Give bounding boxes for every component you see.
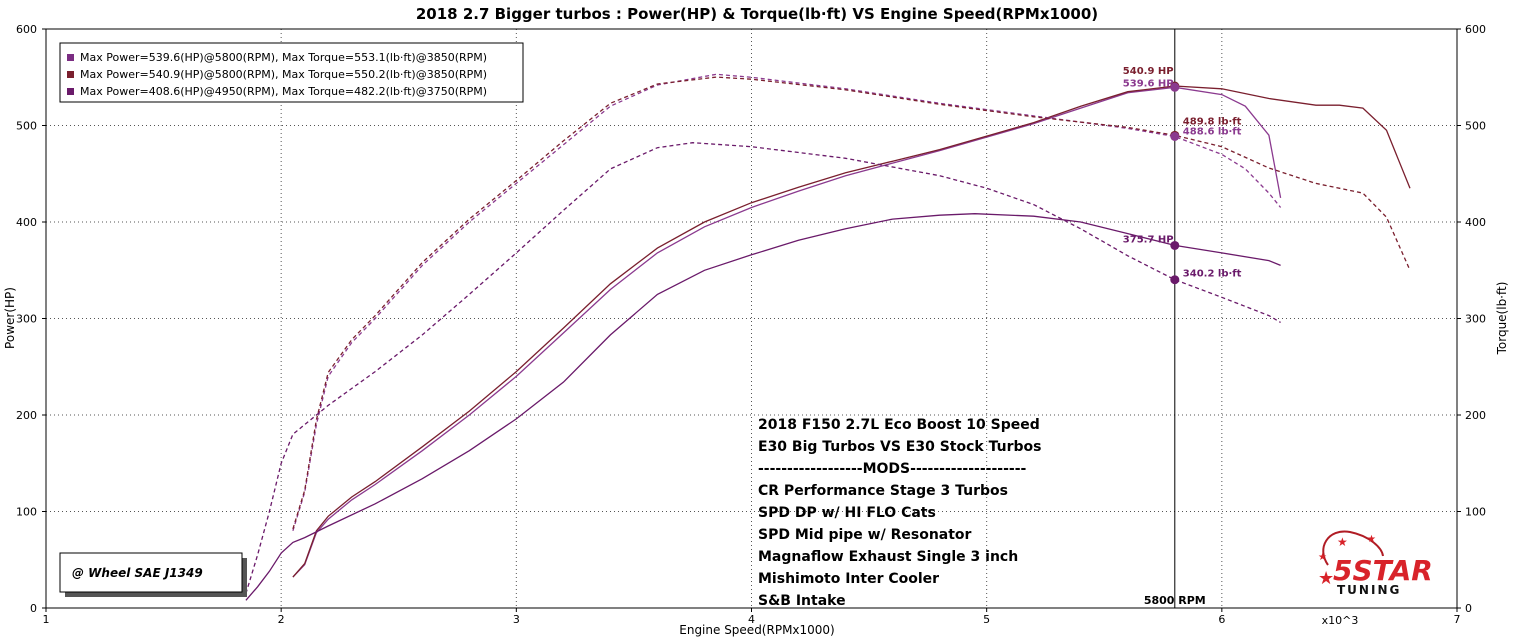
cursor-marker-dot xyxy=(1170,275,1180,285)
torque-series-line xyxy=(292,73,1282,531)
mods-annotation: 2018 F150 2.7L Eco Boost 10 Speed E30 Bi… xyxy=(758,417,1041,609)
power-series-line xyxy=(245,213,1281,601)
power-series-line xyxy=(292,85,1411,578)
logo-star-icon: ★ xyxy=(1337,535,1348,549)
correction-badge: @ Wheel SAE J1349 xyxy=(59,552,247,597)
badge-text: @ Wheel SAE J1349 xyxy=(72,566,203,580)
annotation-line: Magnaflow Exhaust Single 3 inch xyxy=(758,549,1018,565)
annotation-line: SPD DP w/ HI FLO Cats xyxy=(758,505,936,521)
y-tick-label-right: 100 xyxy=(1465,506,1486,519)
y-tick-label-right: 200 xyxy=(1465,409,1486,422)
x-tick-label: 7 xyxy=(1454,613,1461,626)
cursor-marker-dot xyxy=(1170,82,1180,92)
cursor-marker-dot xyxy=(1170,240,1180,250)
y-axis-label-right: Torque(lb·ft) xyxy=(1495,282,1509,356)
x-tick-label: 2 xyxy=(278,613,285,626)
x-tick-label: 6 xyxy=(1218,613,1225,626)
logo-wordmark: 5STAR xyxy=(1333,554,1433,587)
legend-swatch xyxy=(67,88,74,95)
logo-star-icon: ★ xyxy=(1318,552,1327,563)
y-tick-label-left: 400 xyxy=(16,216,37,229)
x-tick-label: 4 xyxy=(748,613,755,626)
y-tick-label-left: 0 xyxy=(30,602,37,615)
annotation-line: CR Performance Stage 3 Turbos xyxy=(758,483,1008,499)
legend-entry: Max Power=540.9(HP)@5800(RPM), Max Torqu… xyxy=(80,68,487,81)
annotation-line: E30 Big Turbos VS E30 Stock Turbos xyxy=(758,439,1041,455)
cursor-marker-dot xyxy=(1170,132,1180,142)
legend-entry: Max Power=408.6(HP)@4950(RPM), Max Torqu… xyxy=(80,85,487,98)
x-tick-label: 5 xyxy=(983,613,990,626)
torque-series-line xyxy=(245,142,1281,594)
y-tick-label-right: 500 xyxy=(1465,120,1486,133)
legend-box xyxy=(59,42,524,103)
cursor-marker-label: 489.8 lb·ft xyxy=(1183,116,1242,127)
legend-entry: Max Power=539.6(HP)@5800(RPM), Max Torqu… xyxy=(80,51,487,64)
logo-star-icon: ★ xyxy=(1318,568,1334,589)
logo-subtitle: TUNING xyxy=(1337,583,1401,597)
series-lines xyxy=(245,73,1411,601)
y-tick-label-right: 600 xyxy=(1465,23,1486,36)
plot-area-frame xyxy=(45,28,1458,609)
y-tick-label-left: 300 xyxy=(16,313,37,326)
chart-title: 2018 2.7 Bigger turbos : Power(HP) & Tor… xyxy=(416,5,1098,23)
y-tick-label-left: 600 xyxy=(16,23,37,36)
grid xyxy=(46,29,1457,608)
y-tick-label-left: 500 xyxy=(16,120,37,133)
y-axis-label-left: Power(HP) xyxy=(3,287,17,349)
cursor-marker-label: 540.9 HP xyxy=(1123,66,1174,77)
x-axis-multiplier: x10^3 xyxy=(1322,614,1359,627)
cursor-marker-label: 539.6 HP xyxy=(1123,78,1174,89)
legend-swatch xyxy=(67,71,74,78)
legend: Max Power=539.6(HP)@5800(RPM), Max Torqu… xyxy=(59,42,524,103)
logo-star-icon: ★ xyxy=(1367,534,1376,545)
five-star-logo: ★ ★ ★ ★ 5STAR TUNING xyxy=(1318,530,1433,597)
annotation-line: S&B Intake xyxy=(758,593,846,609)
y-tick-label-right: 0 xyxy=(1465,602,1472,615)
x-tick-label: 1 xyxy=(43,613,50,626)
y-tick-label-right: 400 xyxy=(1465,216,1486,229)
badge-box xyxy=(59,552,243,593)
rpm-cursor-label: 5800 RPM xyxy=(1144,594,1206,607)
x-axis-label: Engine Speed(RPMx1000) xyxy=(679,623,835,637)
cursor-marker-label: 340.2 lb·ft xyxy=(1183,269,1242,280)
cursor-marker-label: 488.6 lb·ft xyxy=(1183,127,1242,138)
y-tick-label-left: 200 xyxy=(16,409,37,422)
power-series-line xyxy=(292,86,1282,578)
logo-swoosh xyxy=(1322,530,1384,566)
y-tick-label-right: 300 xyxy=(1465,313,1486,326)
x-tick-label: 3 xyxy=(513,613,520,626)
cursor-marker-label: 375.7 HP xyxy=(1123,234,1174,245)
annotation-line: SPD Mid pipe w/ Resonator xyxy=(758,527,972,543)
annotation-line: ------------------MODS------------------… xyxy=(758,461,1027,477)
y-tick-label-left: 100 xyxy=(16,506,37,519)
legend-swatch xyxy=(67,54,74,61)
annotation-line: 2018 F150 2.7L Eco Boost 10 Speed xyxy=(758,417,1040,433)
annotation-line: Mishimoto Inter Cooler xyxy=(758,571,939,587)
